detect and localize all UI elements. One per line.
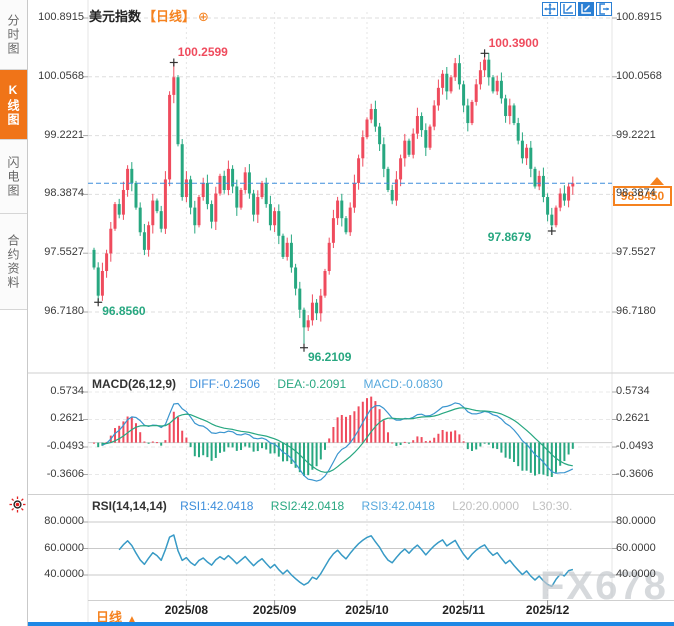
rsi1-value: RSI1:42.0418 — [180, 499, 254, 513]
watermark: FX678 — [540, 564, 668, 608]
rsi-axis-label-left: 60.0000 — [44, 541, 84, 554]
axis-zoom-out-icon[interactable] — [560, 2, 576, 16]
macd-axis-label-right: 0.2621 — [616, 412, 650, 425]
rsi3-value: RSI3:42.0418 — [361, 499, 435, 513]
axis-zoom-in-icon[interactable] — [578, 2, 594, 16]
period-tab-label: 日线 — [96, 610, 123, 625]
price-annotation: 96.8560 — [102, 304, 146, 319]
add-indicator-icon[interactable]: ⊕ — [198, 9, 209, 24]
sidebar-tab-timeshare[interactable]: 分时图 — [0, 0, 27, 70]
x-axis-label: 2025/11 — [442, 603, 485, 617]
rsi-axis-label-left: 80.0000 — [44, 515, 84, 527]
y-axis-label-left: 96.7180 — [44, 305, 84, 317]
current-price-tag: 98.5450 — [613, 186, 672, 206]
macd-axis-label-left: -0.0493 — [46, 440, 84, 452]
rsi-params: RSI(14,14,14) — [92, 499, 167, 513]
rsi-axis-label-left: 40.0000 — [44, 568, 84, 580]
y-axis-label-right: 100.8915 — [616, 11, 662, 23]
export-icon[interactable] — [596, 2, 612, 16]
symbol-name: 美元指数 — [89, 9, 142, 24]
crosshair-move-icon[interactable] — [542, 2, 558, 16]
macd-axis-label-right: -0.0493 — [616, 440, 654, 452]
sidebar-tab-contract-info[interactable]: 合约资料 — [0, 214, 27, 310]
sidebar-tab-label: K线图 — [6, 82, 20, 127]
rsi-l20-value: L20:20.0000 — [452, 499, 519, 513]
y-axis-label-left: 100.8915 — [38, 11, 84, 23]
y-axis-label-right: 97.5527 — [616, 246, 656, 259]
x-axis-label: 2025/12 — [525, 603, 570, 617]
x-axis-label: 2025/08 — [164, 603, 209, 617]
y-axis-label-left: 98.3874 — [44, 187, 84, 200]
rsi2-value: RSI2:42.0418 — [270, 499, 345, 513]
macd-axis-label-left: 0.2621 — [50, 412, 84, 425]
rsi-axis-label-right: 40.0000 — [616, 568, 656, 580]
macd-macd-value: MACD:-0.0830 — [363, 377, 443, 391]
price-annotation: 96.2109 — [308, 349, 352, 364]
x-axis-label: 2025/09 — [252, 603, 297, 617]
period-tag: 【日线】 — [143, 9, 196, 24]
rsi-axis-label-right: 80.0000 — [616, 515, 656, 527]
price-annotation: 97.8679 — [487, 229, 532, 244]
macd-axis-label-right: 0.5734 — [616, 385, 650, 397]
sidebar-tab-kline[interactable]: K线图 — [0, 70, 27, 140]
sidebar-tab-label: 闪电图 — [6, 155, 20, 198]
macd-axis-label-right: -0.3606 — [616, 467, 654, 480]
rsi-header: RSI(14,14,14) RSI1:42.0418 RSI2:42.0418 … — [92, 499, 582, 513]
x-axis-label: 2025/10 — [345, 603, 389, 617]
y-axis-label-right: 99.2221 — [616, 128, 656, 141]
price-annotation: 100.2599 — [177, 45, 228, 60]
sidebar-tab-label: 合约资料 — [6, 233, 20, 290]
macd-dea-value: DEA:-0.2091 — [277, 377, 347, 391]
chart-title: 美元指数 【日线】 ⊕ — [89, 6, 209, 25]
hot-indicator-icon[interactable] — [9, 496, 26, 518]
rsi-axis-label-right: 60.0000 — [616, 541, 656, 554]
period-tab-daily[interactable]: 日线 ▲ — [96, 607, 137, 626]
sidebar-tab-lightning[interactable]: 闪电图 — [0, 140, 27, 214]
macd-axis-label-left: 0.5734 — [50, 385, 84, 397]
macd-params: MACD(26,12,9) — [92, 377, 177, 391]
price-up-arrow-icon — [650, 177, 664, 185]
macd-header: MACD(26,12,9) DIFF:-0.2506 DEA:-0.2091 M… — [92, 377, 457, 391]
bottom-divider — [0, 622, 674, 626]
y-axis-label-left: 99.2221 — [44, 128, 84, 141]
macd-axis-label-left: -0.3606 — [46, 467, 84, 480]
y-axis-label-right: 98.3874 — [616, 187, 656, 200]
macd-diff-value: DIFF:-0.2506 — [189, 377, 261, 391]
rsi-l30-value: L30:30. — [532, 499, 573, 513]
y-axis-label-left: 100.0568 — [38, 69, 84, 82]
chart-toolbar — [542, 2, 612, 16]
sidebar-tab-label: 分时图 — [6, 13, 20, 56]
price-annotation: 100.3900 — [488, 36, 539, 51]
chevron-up-icon: ▲ — [127, 614, 137, 625]
sidebar: 分时图 K线图 闪电图 合约资料 — [0, 0, 28, 626]
y-axis-label-right: 100.0568 — [616, 69, 662, 82]
y-axis-label-left: 97.5527 — [44, 246, 84, 259]
y-axis-label-right: 96.7180 — [616, 305, 656, 317]
